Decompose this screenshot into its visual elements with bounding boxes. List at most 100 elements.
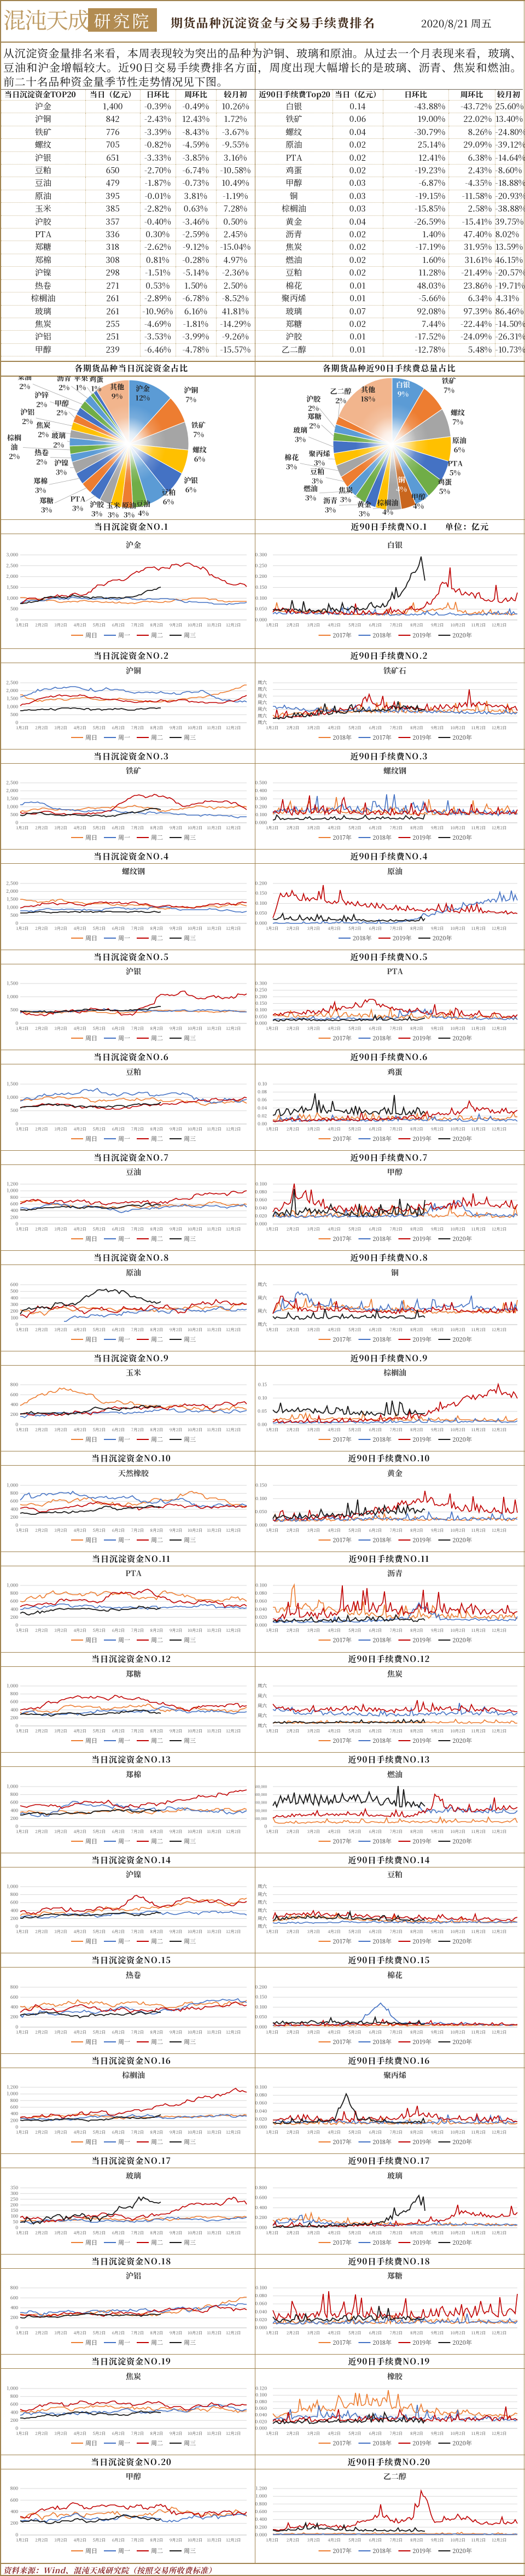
svg-text:400: 400 [10, 1907, 18, 1913]
svg-text:1月2日: 1月2日 [266, 1829, 279, 1835]
svg-text:2月2日: 2月2日 [35, 1327, 48, 1333]
svg-text:1月2日: 1月2日 [16, 1728, 29, 1734]
svg-text:11月2日: 11月2日 [207, 2431, 221, 2437]
svg-text:4月2日: 4月2日 [328, 1226, 341, 1232]
svg-text:2017年: 2017年 [333, 1937, 352, 1946]
svg-text:原油: 原油 [126, 1267, 142, 1278]
svg-text:200: 200 [10, 2520, 18, 2526]
svg-text:12月2日: 12月2日 [226, 2230, 241, 2236]
svg-text:2月2日: 2月2日 [287, 1126, 299, 1132]
svg-text:3月2日: 3月2日 [307, 1829, 320, 1835]
svg-text:0.10: 0.10 [258, 1081, 267, 1087]
svg-text:5月2日: 5月2日 [93, 2230, 106, 2236]
svg-text:聚丙烯: 聚丙烯 [308, 448, 330, 459]
svg-text:2019年: 2019年 [413, 1536, 432, 1544]
svg-text:8月2日: 8月2日 [410, 1427, 423, 1433]
svg-text:7月2日: 7月2日 [131, 725, 144, 731]
svg-text:9月2日: 9月2日 [431, 1728, 444, 1734]
svg-text:4月2日: 4月2日 [328, 1126, 341, 1132]
svg-text:0.400: 0.400 [255, 787, 267, 794]
svg-text:0.080: 0.080 [255, 1590, 267, 1596]
svg-text:200: 200 [10, 1411, 18, 1418]
svg-text:10月2日: 10月2日 [188, 825, 202, 831]
svg-text:10月2日: 10月2日 [188, 1829, 202, 1835]
svg-text:9月2日: 9月2日 [431, 2330, 444, 2336]
svg-text:2020年: 2020年 [453, 2238, 472, 2247]
svg-text:1月2日: 1月2日 [266, 2230, 279, 2236]
svg-text:2月2日: 2月2日 [35, 2230, 48, 2236]
svg-text:玉米: 玉米 [106, 500, 120, 511]
svg-text:周六: 周六 [258, 699, 267, 706]
svg-text:11月2日: 11月2日 [207, 926, 221, 932]
svg-text:1月2日: 1月2日 [16, 926, 29, 932]
svg-text:沪银: 沪银 [126, 966, 141, 977]
svg-text:3月2日: 3月2日 [307, 1226, 320, 1232]
svg-text:周六: 周六 [258, 1723, 267, 1729]
svg-text:9月2日: 9月2日 [431, 1126, 444, 1132]
svg-text:11月2日: 11月2日 [471, 1026, 486, 1032]
svg-text:热卷: 热卷 [126, 1970, 141, 1981]
svg-text:周日: 周日 [85, 1837, 97, 1846]
svg-text:沪银: 沪银 [184, 475, 198, 485]
svg-text:2020年: 2020年 [453, 1736, 472, 1745]
svg-text:2月2日: 2月2日 [287, 1527, 299, 1533]
svg-text:6月2日: 6月2日 [112, 2029, 125, 2035]
svg-text:2018年: 2018年 [373, 1435, 392, 1444]
svg-text:8月2日: 8月2日 [150, 1427, 163, 1433]
svg-text:8月2日: 8月2日 [410, 926, 423, 932]
svg-text:豆粕: 豆粕 [310, 466, 325, 477]
svg-text:5月2日: 5月2日 [93, 1327, 106, 1333]
svg-text:400: 400 [10, 1295, 18, 1301]
svg-text:1月2日: 1月2日 [266, 1026, 279, 1032]
svg-text:800: 800 [10, 1690, 18, 1697]
svg-text:0.300: 0.300 [255, 552, 267, 558]
svg-text:12月2日: 12月2日 [226, 1427, 241, 1433]
svg-text:周一: 周一 [118, 1034, 130, 1043]
svg-text:5月2日: 5月2日 [348, 1627, 361, 1634]
svg-text:12月2日: 12月2日 [226, 926, 241, 932]
svg-text:7月2日: 7月2日 [390, 1929, 402, 1935]
svg-text:7月2日: 7月2日 [131, 1829, 144, 1835]
svg-text:3月2日: 3月2日 [55, 622, 67, 628]
svg-text:甲醇: 甲醇 [411, 491, 425, 502]
svg-text:周三: 周三 [184, 934, 196, 942]
svg-text:周日: 周日 [85, 1034, 97, 1043]
svg-text:5月2日: 5月2日 [93, 2330, 106, 2336]
svg-text:沥青: 沥青 [56, 376, 71, 383]
svg-text:6月2日: 6月2日 [369, 622, 382, 628]
svg-text:2018年: 2018年 [373, 1937, 392, 1946]
svg-text:11月2日: 11月2日 [471, 1327, 486, 1333]
svg-text:2月2日: 2月2日 [287, 1728, 299, 1734]
svg-text:12月2日: 12月2日 [492, 1527, 507, 1533]
svg-text:11月2日: 11月2日 [207, 1427, 221, 1433]
svg-text:1月2日: 1月2日 [16, 2230, 29, 2236]
svg-text:4月2日: 4月2日 [74, 1627, 86, 1634]
svg-text:4月2日: 4月2日 [328, 1627, 341, 1634]
svg-text:周二: 周二 [151, 1937, 163, 1946]
svg-text:200: 200 [10, 1308, 18, 1314]
svg-text:4月2日: 4月2日 [328, 1327, 341, 1333]
svg-text:2017年: 2017年 [333, 631, 352, 640]
svg-text:棕榈: 棕榈 [7, 432, 21, 443]
svg-text:3月2日: 3月2日 [307, 1527, 320, 1533]
svg-text:3%: 3% [35, 485, 46, 495]
svg-text:2017年: 2017年 [333, 1636, 352, 1644]
svg-text:8月2日: 8月2日 [150, 622, 163, 628]
svg-text:6月2日: 6月2日 [369, 1427, 382, 1433]
svg-text:5月2日: 5月2日 [93, 1427, 106, 1433]
svg-text:豆油: 豆油 [136, 499, 150, 509]
svg-text:8月2日: 8月2日 [410, 1327, 423, 1333]
svg-text:0: 0 [15, 617, 18, 623]
svg-text:12月2日: 12月2日 [492, 2029, 507, 2035]
svg-text:2,000: 2,000 [6, 573, 18, 579]
svg-text:6%: 6% [194, 454, 205, 464]
svg-text:1月2日: 1月2日 [16, 1527, 29, 1533]
svg-text:0.000: 0.000 [255, 1522, 267, 1529]
svg-text:1月2日: 1月2日 [266, 1126, 279, 1132]
svg-text:6月2日: 6月2日 [112, 1829, 125, 1835]
svg-text:周二: 周二 [151, 1034, 163, 1043]
svg-text:0: 0 [264, 1823, 267, 1830]
svg-text:5月2日: 5月2日 [348, 926, 361, 932]
svg-text:2020年: 2020年 [453, 1234, 472, 1243]
svg-text:8月2日: 8月2日 [150, 1829, 163, 1835]
